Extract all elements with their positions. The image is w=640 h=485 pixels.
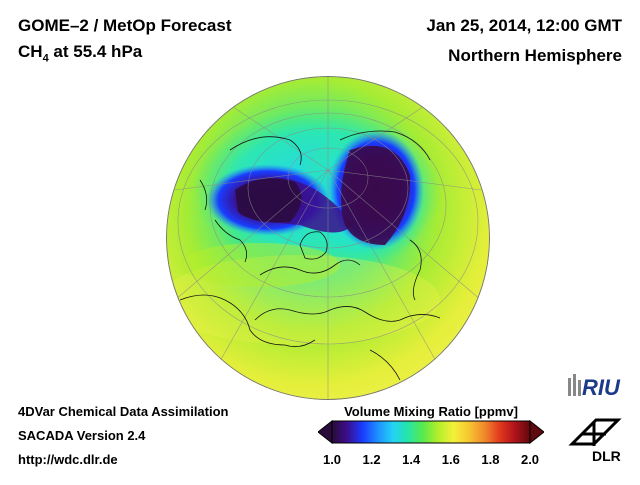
colorbar-tick-label: 2.0 — [520, 452, 540, 467]
colorbar-tick-label: 1.6 — [441, 452, 460, 467]
riu-logo-icon: RIU — [568, 374, 621, 400]
colorbar-high-arrow — [529, 420, 544, 444]
species-suffix: at 55.4 hPa — [48, 42, 143, 61]
dlr-logo-text: DLR — [592, 448, 621, 464]
species-label: CH4 at 55.4 hPa — [18, 42, 142, 64]
colorbar-bar — [331, 420, 531, 444]
map-title: GOME–2 / MetOp Forecast — [18, 16, 232, 35]
colorbar-tick-label: 1.0 — [322, 452, 342, 467]
colorbar-tick-label: 1.4 — [402, 452, 421, 467]
species-prefix: CH — [18, 42, 43, 61]
footer-version: SACADA Version 2.4 — [18, 428, 146, 443]
dlr-logo-icon — [568, 418, 622, 446]
riu-logo-text: RIU — [582, 375, 621, 400]
colorbar-tick-label: 1.2 — [362, 452, 381, 467]
species-subscript: 4 — [42, 52, 49, 65]
region-label: Northern Hemisphere — [448, 46, 622, 65]
forecast-date: Jan 25, 2014, 12:00 GMT — [426, 16, 622, 35]
colorbar-title: Volume Mixing Ratio [ppmv] — [344, 404, 518, 419]
footer-url[interactable]: http://wdc.dlr.de — [18, 452, 118, 467]
colorbar-tick-label: 1.8 — [481, 452, 500, 467]
colorbar-low-arrow — [318, 420, 333, 444]
footer-assimilation: 4DVar Chemical Data Assimilation — [18, 404, 229, 419]
colorbar — [318, 420, 544, 444]
